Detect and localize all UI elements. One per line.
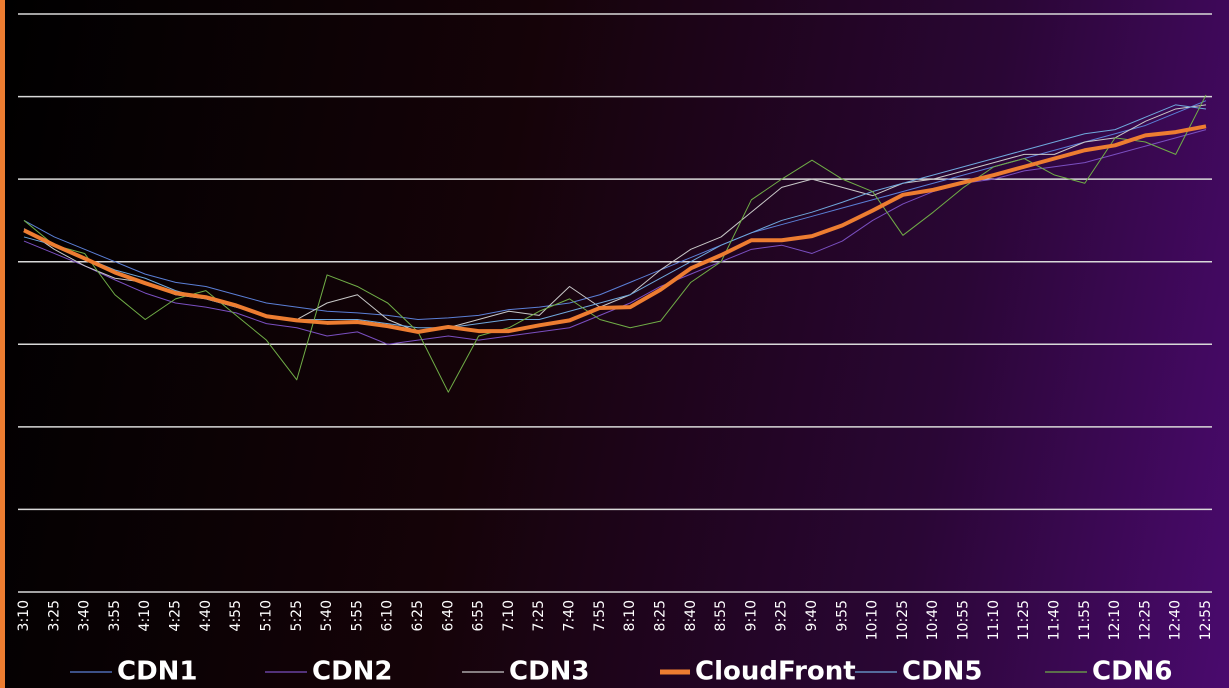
x-tick-label: 5:25 <box>289 600 305 631</box>
series-line <box>23 100 1207 321</box>
x-tick-label: 5:10 <box>258 600 274 631</box>
legend-label: CDN1 <box>117 657 198 687</box>
x-tick-label: 11:25 <box>1016 600 1032 640</box>
x-tick-label: 9:25 <box>774 600 790 631</box>
x-tick-label: 4:10 <box>137 600 153 631</box>
x-tick-label: 12:55 <box>1198 600 1214 640</box>
x-tick-label: 5:40 <box>319 600 335 631</box>
series-line <box>23 94 1207 393</box>
legend-label: CDN5 <box>902 657 983 687</box>
series-line <box>23 104 1207 329</box>
x-tick-label: 10:25 <box>895 600 911 640</box>
left-accent <box>0 0 5 688</box>
x-tick-label: 4:40 <box>198 600 214 631</box>
series-line <box>23 129 1207 345</box>
x-tick-label: 11:40 <box>1046 600 1062 640</box>
x-tick-label: 3:40 <box>77 600 93 631</box>
x-tick-label: 6:25 <box>410 600 426 631</box>
x-tick-label: 3:55 <box>107 600 123 631</box>
x-tick-label: 11:10 <box>986 600 1002 640</box>
series-line <box>23 124 1207 334</box>
x-tick-label: 3:10 <box>16 600 32 631</box>
x-tick-label: 3:25 <box>46 600 62 631</box>
x-tick-label: 12:25 <box>1137 600 1153 640</box>
x-tick-label: 9:10 <box>743 600 759 631</box>
x-tick-label: 7:25 <box>531 600 547 631</box>
x-tick-label: 6:55 <box>471 600 487 631</box>
x-tick-label: 12:10 <box>1107 600 1123 640</box>
x-tick-label: 6:40 <box>440 600 456 631</box>
x-tick-label: 9:40 <box>804 600 820 631</box>
x-tick-label: 9:55 <box>834 600 850 631</box>
x-tick-label: 5:55 <box>349 600 365 631</box>
x-tick-label: 4:55 <box>228 600 244 631</box>
x-tick-label: 10:55 <box>956 600 972 640</box>
x-tick-label: 8:55 <box>713 600 729 631</box>
legend-label: CloudFront <box>695 657 856 687</box>
x-tick-label: 7:40 <box>562 600 578 631</box>
legend-label: CDN2 <box>312 657 393 687</box>
x-tick-label: 7:10 <box>501 600 517 631</box>
x-tick-label: 12:40 <box>1168 600 1184 640</box>
x-tick-label: 8:40 <box>683 600 699 631</box>
x-tick-label: 7:55 <box>592 600 608 631</box>
x-tick-label: 8:25 <box>652 600 668 631</box>
x-tick-label: 10:10 <box>865 600 881 640</box>
x-tick-label: 10:40 <box>925 600 941 640</box>
legend-label: CDN6 <box>1092 657 1173 687</box>
x-tick-label: 4:25 <box>168 600 184 631</box>
legend-label: CDN3 <box>509 657 590 687</box>
x-tick-label: 8:10 <box>622 600 638 631</box>
x-tick-label: 11:55 <box>1077 600 1093 640</box>
x-tick-label: 6:10 <box>380 600 396 631</box>
